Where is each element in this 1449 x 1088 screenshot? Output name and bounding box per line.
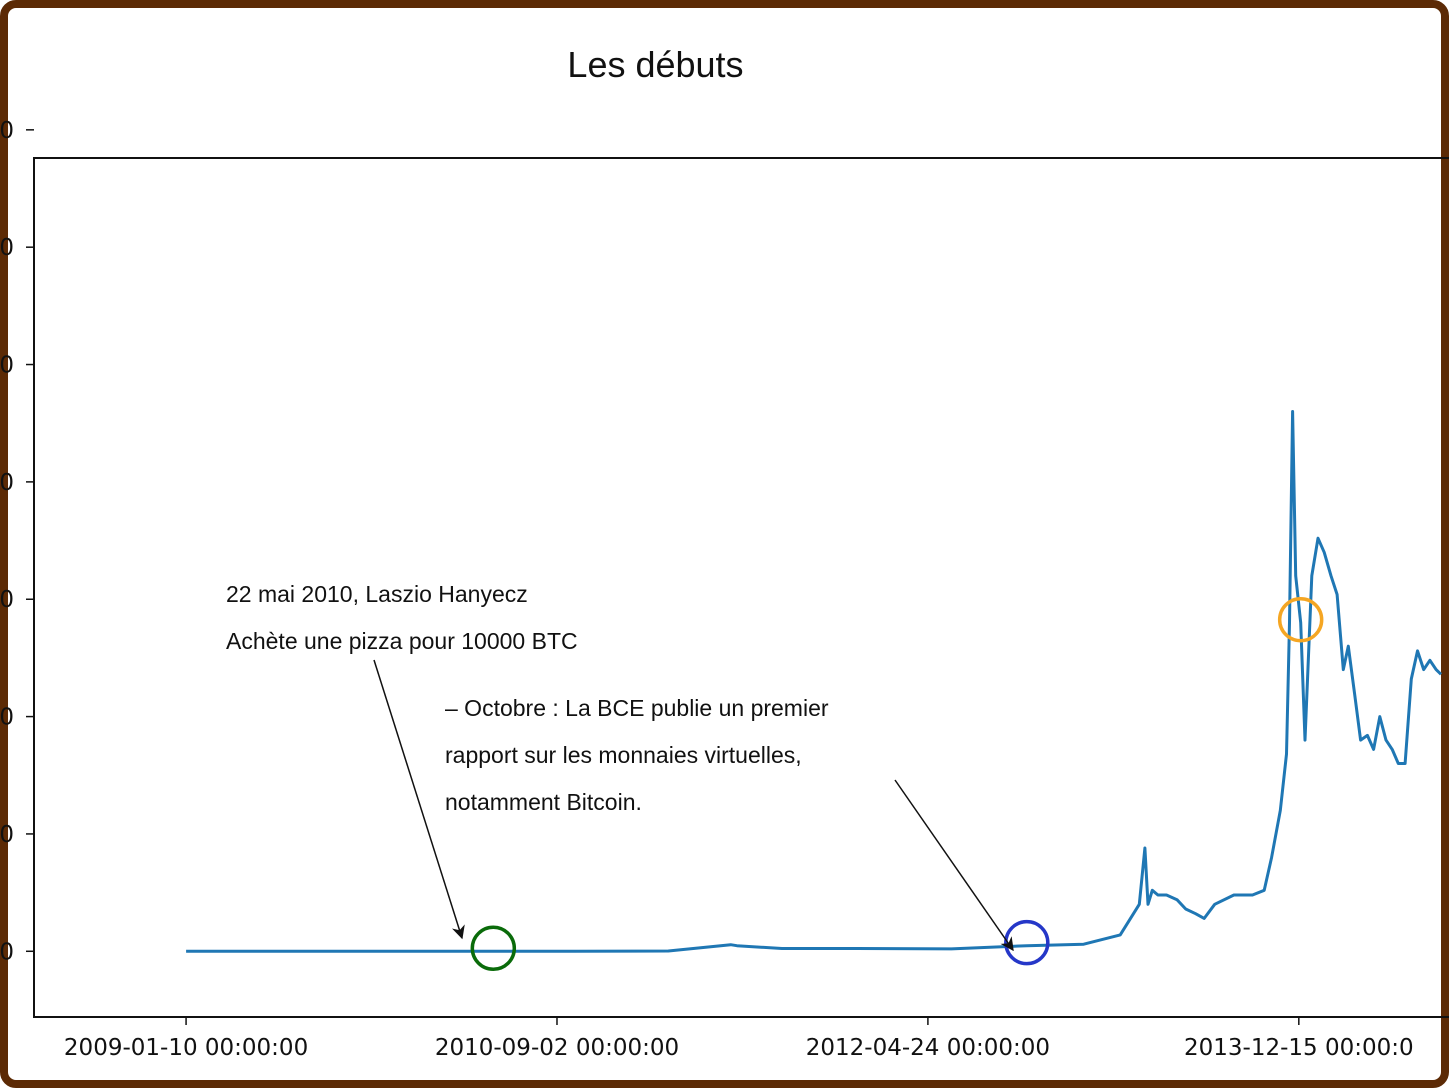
annotation-text-line: notamment Bitcoin. [445,789,642,815]
y-tick-label: 0 [0,235,14,261]
annotation-marker [1004,919,1050,966]
annotation-arrow [894,779,1014,952]
x-tick-label: 2012-04-24 00:00:00 [806,1035,1050,1061]
annotation-text-line: – Octobre : La BCE publie un premier [445,695,829,721]
plot-frame [33,157,1449,1018]
x-tick-label: 2013-12-15 00:00:0 [1184,1035,1414,1061]
x-tick-label: 2010-09-02 00:00:00 [435,1035,679,1061]
y-tick-label: 0 [0,822,14,848]
annotation-marker [470,925,517,972]
annotation-marker [1277,596,1324,643]
y-tick-label: 0 [0,470,14,496]
price-series-line [186,410,1443,953]
y-tick-label: 0 [0,118,14,144]
y-tick-label: 0 [0,939,14,965]
annotation-text-line: 22 mai 2010, Laszio Hanyecz [226,581,528,607]
y-tick-label: 0 [0,587,14,613]
annotation-arrow [373,659,465,940]
annotation-text-line: rapport sur les monnaies virtuelles, [445,742,802,768]
x-tick-label: 2009-01-10 00:00:00 [64,1035,308,1061]
annotation-text-line: Achète une pizza pour 10000 BTC [226,628,578,654]
y-tick-label: 0 [0,353,14,379]
y-tick-label: 0 [0,705,14,731]
chart-title: Les débuts [567,44,744,85]
